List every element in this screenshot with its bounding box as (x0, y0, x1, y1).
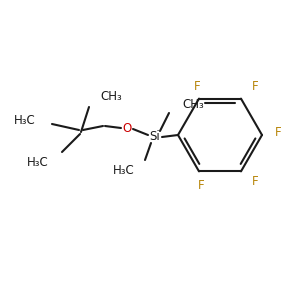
Text: F: F (194, 80, 200, 93)
Text: F: F (252, 80, 258, 93)
Text: H₃C: H₃C (14, 113, 36, 127)
Text: Si: Si (150, 130, 160, 143)
Text: CH₃: CH₃ (100, 91, 122, 103)
Text: F: F (252, 175, 258, 188)
Text: F: F (275, 127, 281, 140)
Text: F: F (198, 179, 204, 192)
Text: O: O (122, 122, 132, 136)
Text: H₃C: H₃C (113, 164, 135, 176)
Text: H₃C: H₃C (27, 155, 49, 169)
Text: CH₃: CH₃ (182, 98, 204, 110)
